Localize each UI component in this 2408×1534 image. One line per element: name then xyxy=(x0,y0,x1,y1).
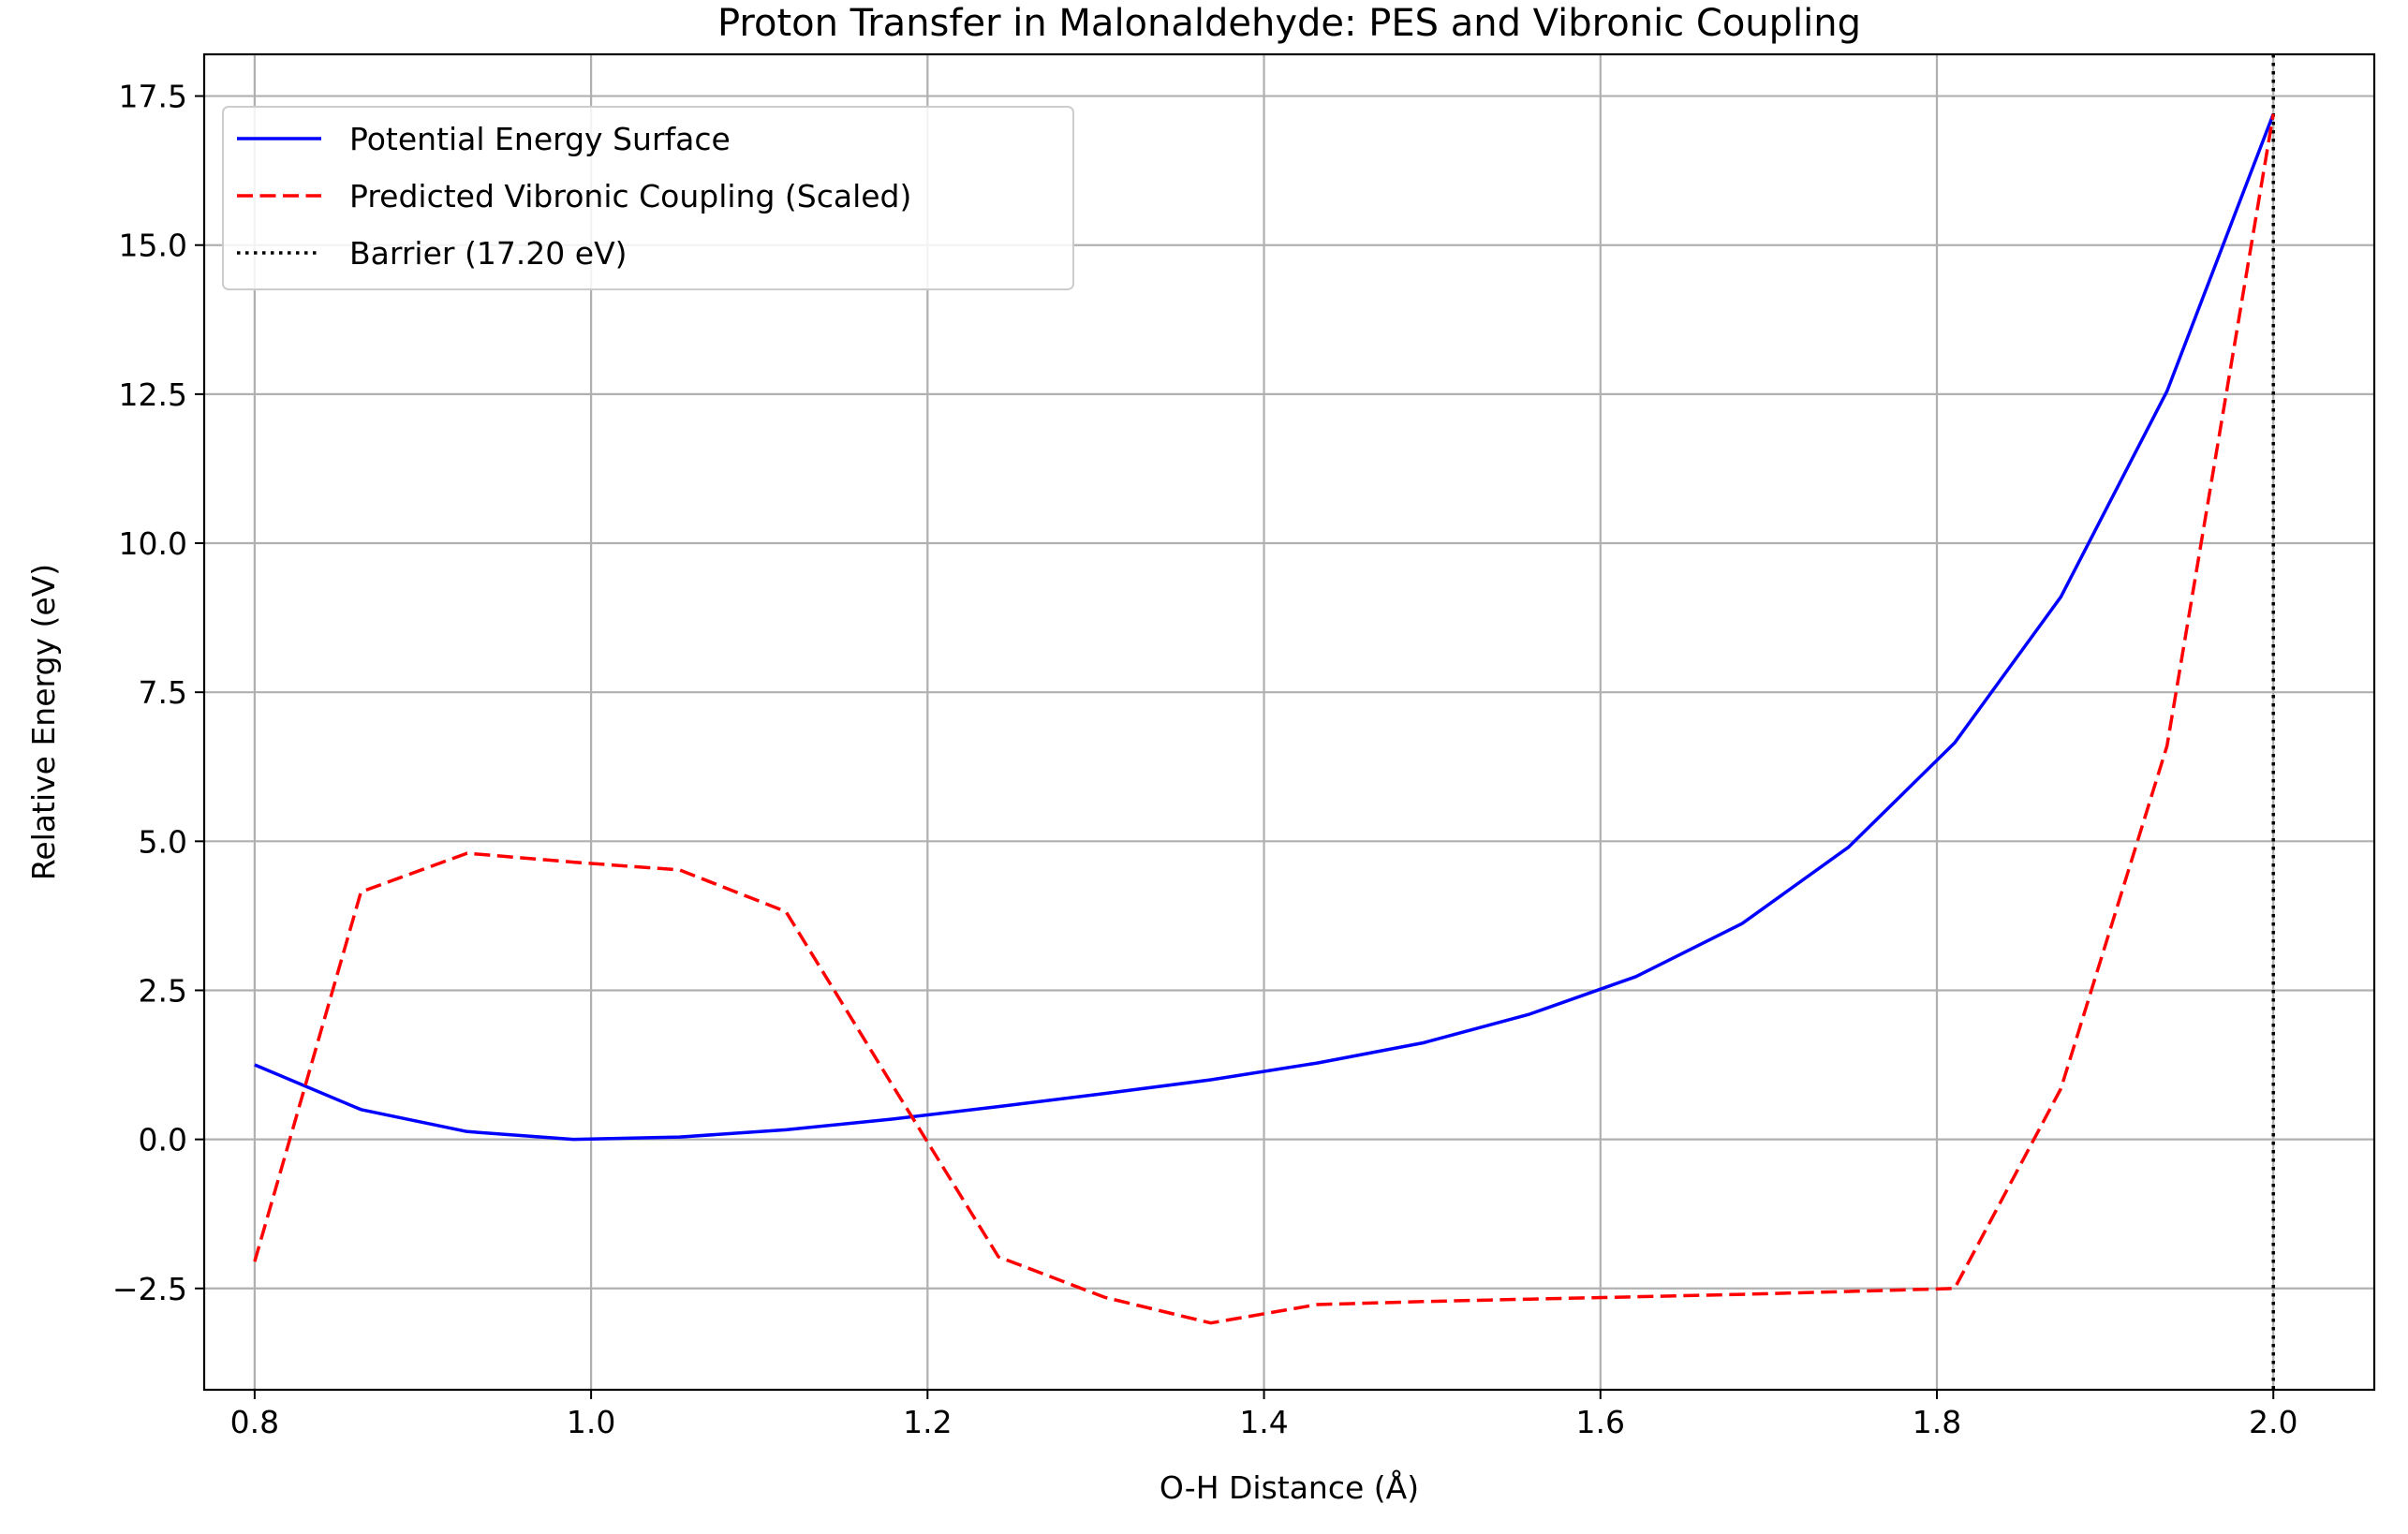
x-tick-label: 1.4 xyxy=(1239,1404,1288,1440)
tick-layer: 0.8 1.0 1.2 1.4 1.6 1.8 2.0 −2.5 0.0 2.5 5.0 7.5 10.… xyxy=(112,79,2298,1440)
y-tick-label: 5.0 xyxy=(139,823,187,860)
x-tick-label: 1.0 xyxy=(567,1404,615,1440)
y-tick-label: 17.5 xyxy=(119,79,187,115)
x-tick-label: 0.8 xyxy=(230,1404,279,1440)
y-tick-label: 12.5 xyxy=(119,376,187,413)
x-tick-label: 1.6 xyxy=(1576,1404,1625,1440)
y-tick-label: 10.0 xyxy=(119,525,187,562)
y-tick-label: 7.5 xyxy=(139,674,187,711)
y-axis-label: Relative Energy (eV) xyxy=(25,564,62,880)
legend-box xyxy=(222,106,1074,290)
legend-label: Predicted Vibronic Coupling (Scaled) xyxy=(349,178,911,214)
series-line-0 xyxy=(254,113,2275,1142)
y-tick-label: −2.5 xyxy=(112,1271,187,1307)
chart-title: Proton Transfer in Malonaldehyde: PES an… xyxy=(717,2,1861,45)
series-layer xyxy=(253,113,2275,1325)
plot-frame xyxy=(202,52,2376,1392)
legend-label: Barrier (17.20 eV) xyxy=(349,235,628,272)
y-tick-label: 0.0 xyxy=(139,1122,187,1158)
x-tick-label: 2.0 xyxy=(2249,1404,2297,1440)
x-axis-label: O-H Distance (Å) xyxy=(1160,1468,1419,1506)
x-tick-label: 1.8 xyxy=(1913,1404,1961,1440)
x-tick-label: 1.2 xyxy=(903,1404,952,1440)
legend-label: Potential Energy Surface xyxy=(349,121,731,157)
y-tick-label: 15.0 xyxy=(119,228,187,264)
legend: Potential Energy Surface Predicted Vibron… xyxy=(222,106,1074,290)
series-line-1 xyxy=(253,113,2275,1325)
y-tick-label: 2.5 xyxy=(139,972,187,1009)
